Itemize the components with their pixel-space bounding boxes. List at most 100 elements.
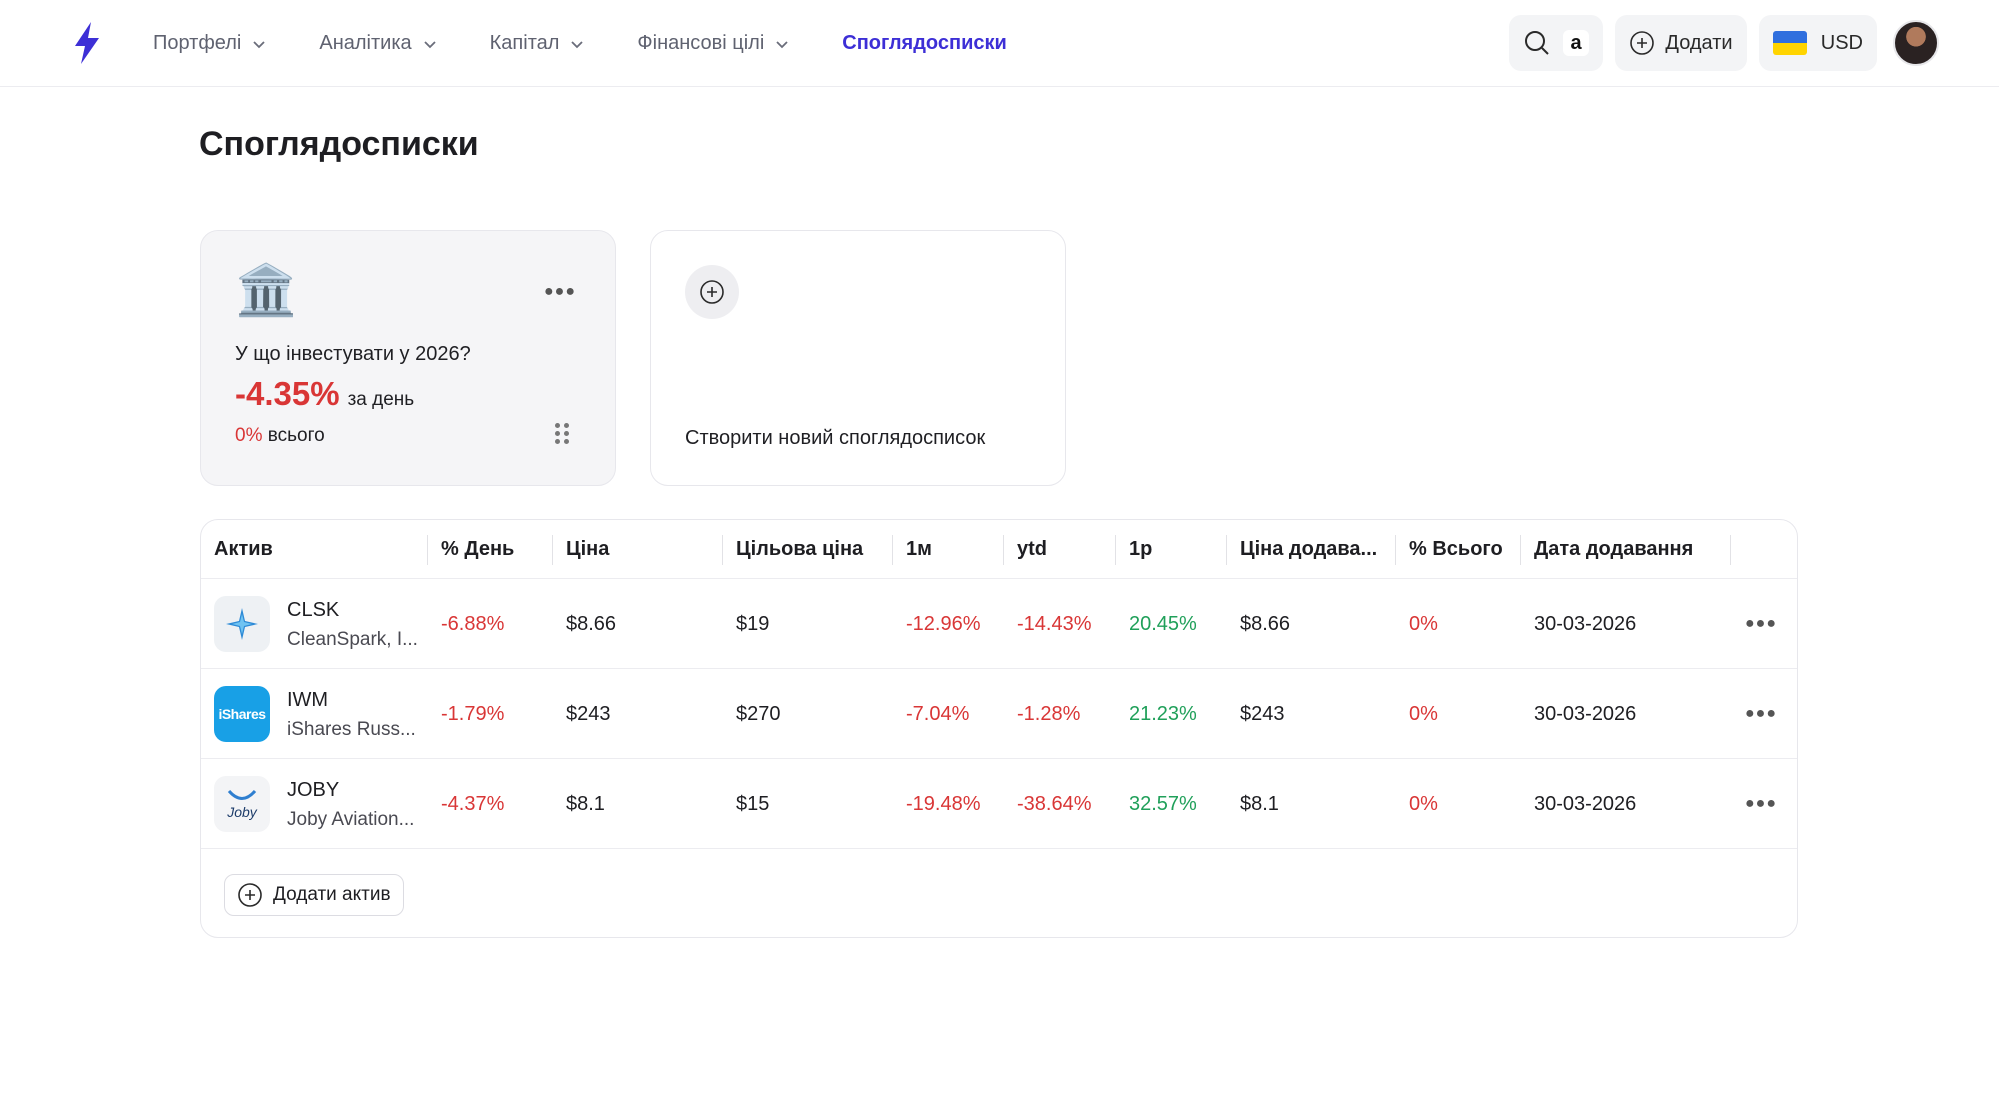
ishares-logo-icon: iShares — [214, 686, 270, 742]
chevron-down-icon — [571, 40, 584, 48]
joby-logo-text: Joby — [227, 804, 257, 820]
nav-item-label: Споглядосписки — [842, 32, 1007, 54]
column-header-total[interactable]: % Всього — [1395, 520, 1503, 579]
change-1y-cell: 21.23% — [1129, 702, 1197, 725]
currency-selector[interactable]: USD — [1759, 15, 1877, 71]
asset-name: CleanSpark, I... — [287, 629, 418, 650]
plus-circle-icon — [1630, 31, 1655, 55]
create-watchlist-card[interactable]: Створити новий споглядосписок — [650, 230, 1066, 486]
column-header-label: % День — [441, 538, 515, 560]
nav-item-capital[interactable]: Капітал — [490, 32, 586, 55]
asset-ticker: CLSK — [287, 599, 340, 621]
top-header: Портфелі Аналітика Капітал Фінансові ціл… — [0, 0, 1999, 87]
asset-name: Joby Aviation... — [287, 809, 415, 830]
change-1m-cell: -19.48% — [906, 792, 981, 815]
table-header: Актив % День Ціна Цільова ціна 1м ytd 1р… — [201, 520, 1797, 579]
asset-name: iShares Russ... — [287, 719, 416, 740]
plus-circle-icon — [685, 265, 739, 319]
change-ytd-cell: -14.43% — [1017, 612, 1092, 635]
row-more-icon[interactable]: ●●● — [1745, 615, 1777, 632]
added-price-cell: $8.1 — [1240, 792, 1279, 815]
column-header-asset[interactable]: Актив — [214, 538, 273, 560]
lightning-logo-icon[interactable] — [72, 22, 102, 64]
price-cell: $243 — [566, 702, 611, 725]
day-change-cell: -6.88% — [441, 612, 505, 635]
create-watchlist-label: Створити новий споглядосписок — [685, 427, 986, 449]
assets-table: Актив % День Ціна Цільова ціна 1м ytd 1р… — [200, 519, 1798, 938]
total-change-value: 0% — [235, 425, 263, 446]
table-row[interactable]: CLSK CleanSpark, I... -6.88% $8.66 $19 -… — [201, 579, 1797, 669]
column-header-target-price[interactable]: Цільова ціна — [722, 520, 864, 579]
change-1y-cell: 20.45% — [1129, 612, 1197, 635]
column-header-day[interactable]: % День — [427, 520, 515, 579]
column-header-label: Дата додавання — [1534, 538, 1694, 560]
nav-item-watchlists[interactable]: Споглядосписки — [842, 32, 1007, 55]
column-header-label: % Всього — [1409, 538, 1503, 560]
nav-item-label: Фінансові цілі — [637, 32, 765, 54]
main-nav: Портфелі Аналітика Капітал Фінансові ціл… — [153, 0, 1059, 87]
add-button-label: Додати — [1665, 31, 1733, 54]
column-header-ytd[interactable]: ytd — [1003, 520, 1047, 579]
target-price-cell: $270 — [736, 702, 781, 725]
add-asset-button[interactable]: Додати актив — [224, 874, 404, 916]
total-change-cell: 0% — [1409, 702, 1438, 725]
page-title: Споглядосписки — [199, 125, 479, 163]
search-button[interactable]: a — [1509, 15, 1603, 71]
change-1m-cell: -7.04% — [906, 702, 970, 725]
column-header-1m[interactable]: 1м — [892, 520, 932, 579]
added-price-cell: $8.66 — [1240, 612, 1291, 635]
column-header-price[interactable]: Ціна — [552, 520, 610, 579]
add-asset-label: Додати актив — [273, 884, 391, 905]
date-added-cell: 30-03-2026 — [1534, 702, 1637, 725]
asset-ticker: IWM — [287, 689, 329, 711]
column-header-label: Цільова ціна — [736, 538, 864, 560]
added-price-cell: $243 — [1240, 702, 1285, 725]
table-row[interactable]: Joby JOBY Joby Aviation... -4.37% $8.1 $… — [201, 759, 1797, 849]
total-change-label: всього — [267, 425, 325, 446]
nav-item-label: Портфелі — [153, 32, 242, 54]
date-added-cell: 30-03-2026 — [1534, 792, 1637, 815]
day-change-label: за день — [347, 389, 415, 410]
column-header-label: 1м — [906, 538, 932, 560]
day-change-cell: -1.79% — [441, 702, 505, 725]
ukraine-flag-icon — [1773, 31, 1807, 55]
row-more-icon[interactable]: ●●● — [1745, 705, 1777, 722]
nav-item-financial-goals[interactable]: Фінансові цілі — [637, 32, 790, 55]
column-header-1y[interactable]: 1р — [1115, 520, 1153, 579]
drag-handle-icon[interactable] — [555, 423, 569, 444]
watchlist-total-change: 0% всього — [235, 425, 325, 447]
search-icon — [1525, 31, 1549, 55]
column-header-date-added[interactable]: Дата додавання — [1520, 520, 1731, 579]
change-ytd-cell: -1.28% — [1017, 702, 1081, 725]
chevron-down-icon — [424, 40, 436, 48]
target-price-cell: $15 — [736, 792, 770, 815]
avatar[interactable] — [1893, 20, 1939, 66]
add-button[interactable]: Додати — [1615, 15, 1747, 71]
total-change-cell: 0% — [1409, 612, 1438, 635]
row-more-icon[interactable]: ●●● — [1745, 795, 1777, 812]
currency-label: USD — [1820, 31, 1863, 54]
watchlist-card[interactable]: 🏛️ ●●● У що інвестувати у 2026? -4.35% з… — [200, 230, 616, 486]
nav-item-portfolios[interactable]: Портфелі — [153, 32, 267, 55]
watchlist-day-change: -4.35% за день — [235, 375, 414, 413]
header-actions: a Додати USD — [1497, 15, 1939, 71]
price-cell: $8.66 — [566, 612, 617, 635]
joby-logo-icon: Joby — [214, 776, 270, 832]
more-options-icon[interactable]: ●●● — [544, 283, 576, 300]
total-change-cell: 0% — [1409, 792, 1438, 815]
nav-item-analytics[interactable]: Аналітика — [319, 32, 437, 55]
date-added-cell: 30-03-2026 — [1534, 612, 1637, 635]
cleanspark-logo-icon — [214, 596, 270, 652]
column-header-label: Ціна — [566, 538, 610, 560]
change-1y-cell: 32.57% — [1129, 792, 1197, 815]
column-header-added-price[interactable]: Ціна додава... — [1226, 520, 1377, 579]
chevron-down-icon — [776, 40, 788, 48]
chevron-down-icon — [253, 40, 266, 48]
watchlist-title: У що інвестувати у 2026? — [235, 343, 471, 365]
change-1m-cell: -12.96% — [906, 612, 981, 635]
target-price-cell: $19 — [736, 612, 770, 635]
table-row[interactable]: iShares IWM iShares Russ... -1.79% $243 … — [201, 669, 1797, 759]
column-header-label: 1р — [1129, 538, 1153, 560]
nav-item-label: Капітал — [489, 32, 560, 54]
plus-circle-icon — [238, 883, 262, 907]
